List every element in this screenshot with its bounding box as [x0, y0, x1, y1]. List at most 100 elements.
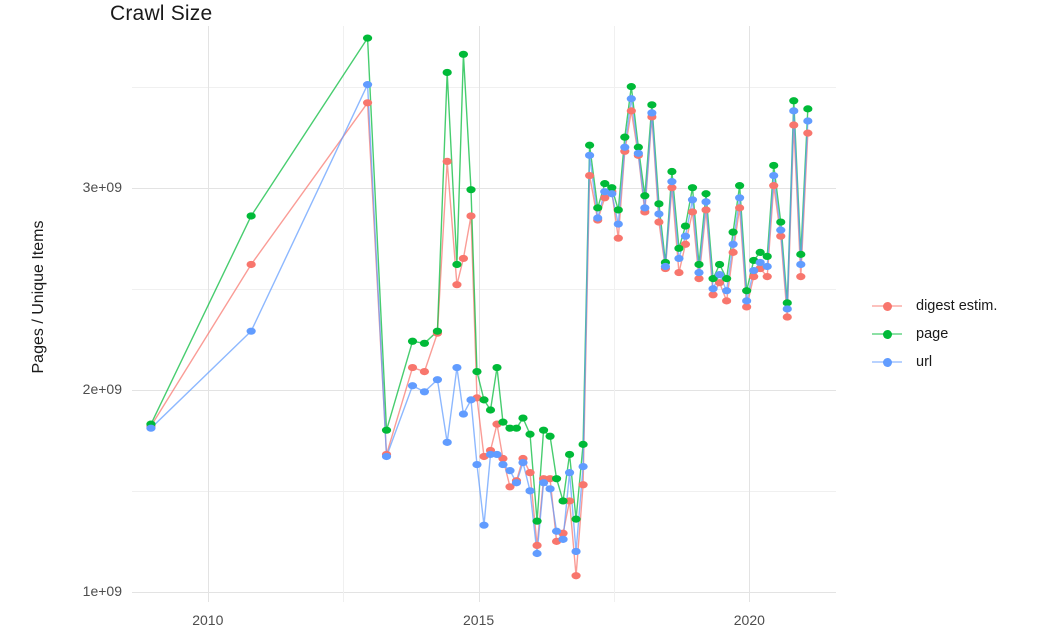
data-point: [452, 363, 462, 372]
data-point: [381, 452, 392, 461]
data-point: [381, 426, 392, 434]
data-point: [776, 226, 786, 234]
data-point: [714, 270, 725, 279]
data-point: [654, 210, 664, 218]
data-point: [687, 184, 698, 192]
data-point: [789, 97, 799, 105]
legend-key-icon: [872, 296, 902, 316]
data-point: [452, 260, 462, 269]
data-point: [571, 515, 581, 523]
data-point: [246, 212, 256, 220]
legend: digest estim. page url: [872, 292, 1052, 376]
data-point: [407, 363, 418, 372]
y-tick-label: 2e+09: [82, 380, 122, 397]
x-tick-label: 2010: [192, 612, 224, 628]
data-point: [803, 117, 813, 125]
data-point: [742, 303, 752, 311]
data-point: [680, 240, 691, 248]
data-point: [742, 287, 752, 295]
data-point: [564, 497, 575, 505]
data-point: [687, 208, 698, 216]
data-point: [525, 487, 535, 495]
data-point: [532, 541, 542, 550]
data-point: [558, 535, 568, 543]
data-point: [498, 454, 508, 463]
data-point: [803, 105, 813, 113]
plot-panel: [132, 26, 836, 602]
data-point: [742, 297, 752, 305]
data-point: [466, 186, 476, 194]
data-point: [769, 182, 779, 190]
data-point: [607, 190, 617, 198]
legend-item[interactable]: digest estim.: [872, 292, 1052, 320]
series-line: [150, 83, 809, 555]
data-point: [485, 406, 496, 414]
data-point: [578, 462, 588, 471]
chart-title: Crawl Size: [110, 2, 213, 25]
y-tick-label: 1e+09: [82, 582, 122, 599]
gridline-horizontal-major: [132, 389, 836, 391]
legend-item[interactable]: url: [872, 348, 1052, 376]
data-point: [472, 460, 482, 469]
data-point: [407, 337, 418, 345]
data-point: [362, 34, 373, 42]
data-point: [362, 81, 373, 89]
data-point: [472, 368, 482, 376]
data-point: [518, 414, 528, 422]
data-point: [701, 206, 711, 214]
y-tick-label: 3e+09: [82, 178, 122, 195]
data-point: [479, 521, 489, 529]
data-point: [419, 388, 430, 396]
legend-dot: [883, 358, 892, 367]
data-point: [246, 327, 256, 335]
data-point: [458, 254, 469, 263]
data-point: [674, 254, 684, 263]
data-point: [600, 188, 610, 196]
gridline-horizontal-major: [132, 187, 836, 189]
data-point: [362, 99, 373, 107]
data-point: [613, 234, 623, 242]
data-point: [735, 182, 745, 190]
data-point: [769, 161, 779, 170]
data-point: [796, 273, 806, 281]
data-point: [511, 479, 522, 487]
data-point: [722, 275, 732, 283]
data-point: [620, 143, 630, 151]
data-point: [708, 275, 718, 283]
data-point: [532, 517, 542, 525]
data-point: [728, 240, 738, 248]
data-point: [593, 204, 603, 212]
data-point: [660, 262, 671, 271]
gridline-vertical-major: [749, 26, 751, 602]
data-point: [578, 481, 588, 489]
data-point: [505, 483, 515, 491]
data-point: [485, 450, 496, 459]
data-point: [585, 151, 595, 159]
data-point: [640, 204, 650, 212]
data-point: [505, 467, 515, 475]
series-layer: [146, 34, 813, 580]
data-point: [442, 438, 452, 446]
data-point: [419, 368, 430, 376]
data-point: [735, 194, 745, 202]
data-point: [545, 485, 555, 493]
data-point: [701, 190, 711, 198]
data-point: [571, 572, 581, 580]
data-point: [755, 258, 765, 267]
data-point: [246, 260, 256, 269]
data-point: [407, 382, 418, 390]
data-point: [419, 339, 430, 347]
data-point: [782, 305, 792, 313]
data-point: [511, 424, 522, 432]
data-point: [722, 287, 732, 295]
data-point: [762, 273, 772, 281]
data-point: [714, 260, 725, 269]
legend-key-icon: [872, 352, 902, 372]
data-point: [674, 244, 684, 252]
data-point: [551, 475, 562, 483]
data-point: [466, 396, 476, 404]
data-point: [694, 275, 704, 283]
data-point: [613, 206, 623, 214]
data-point: [701, 198, 711, 206]
legend-item[interactable]: page: [872, 320, 1052, 348]
